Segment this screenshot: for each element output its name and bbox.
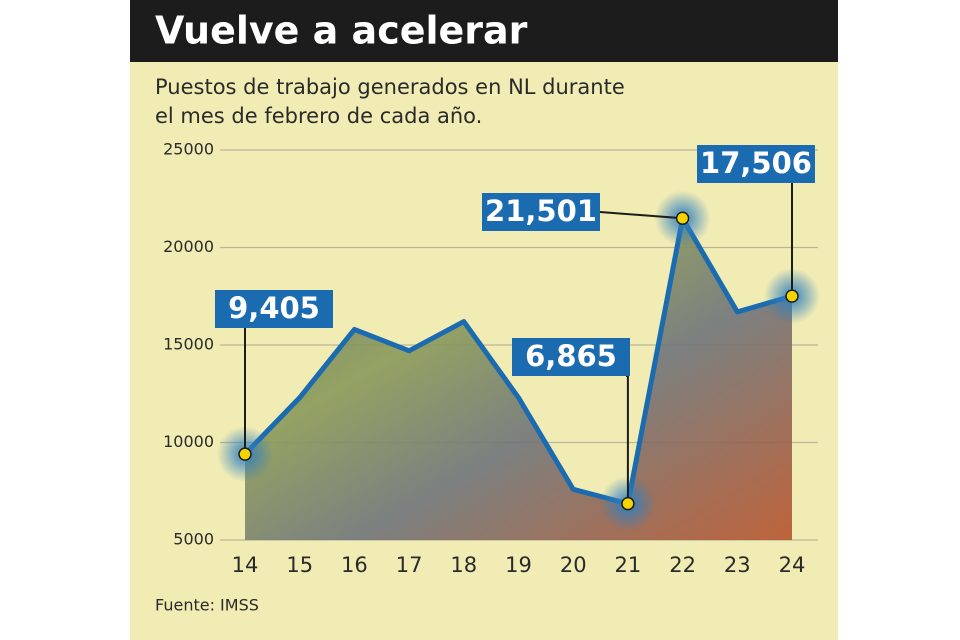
marker (238, 447, 252, 461)
x-tick-label: 15 (286, 553, 313, 577)
label-box (482, 193, 600, 231)
chart-title: Vuelve a acelerar (155, 9, 528, 53)
y-tick-label: 20000 (163, 237, 214, 256)
label-box (697, 145, 815, 183)
x-tick-label: 16 (341, 553, 368, 577)
y-tick-label: 10000 (163, 432, 214, 451)
x-tick-label: 14 (232, 553, 259, 577)
marker (675, 211, 690, 225)
data-label: 6,865 (525, 339, 617, 373)
subtitle: el mes de febrero de cada año. (155, 104, 482, 128)
data-label: 9,405 (228, 291, 320, 325)
area (245, 218, 792, 540)
x-tick-label: 22 (669, 553, 696, 577)
marker (621, 496, 635, 511)
source: Fuente: IMSS (155, 596, 259, 615)
marker (785, 289, 799, 303)
y-tick-label: 5000 (173, 530, 214, 549)
connector (599, 211, 683, 220)
x-tick-label: 23 (724, 553, 751, 577)
label-box (512, 338, 630, 376)
x-tick-label: 18 (450, 553, 477, 577)
data-label: 21,501 (485, 194, 597, 228)
y-tick-label: 25000 (163, 140, 214, 159)
x-tick-label: 24 (779, 553, 806, 577)
line (243, 215, 793, 507)
subtitle: Puestos de trabajo generados en NL duran… (155, 75, 625, 99)
y-tick-label: 15000 (163, 335, 214, 354)
title-bar (130, 0, 838, 62)
x-tick-label: 20 (560, 553, 587, 577)
data-label: 17,506 (700, 146, 812, 180)
x-tick-label: 17 (396, 553, 423, 577)
x-tick-label: 21 (615, 553, 642, 577)
label-box (215, 290, 333, 328)
x-tick-label: 19 (505, 553, 532, 577)
